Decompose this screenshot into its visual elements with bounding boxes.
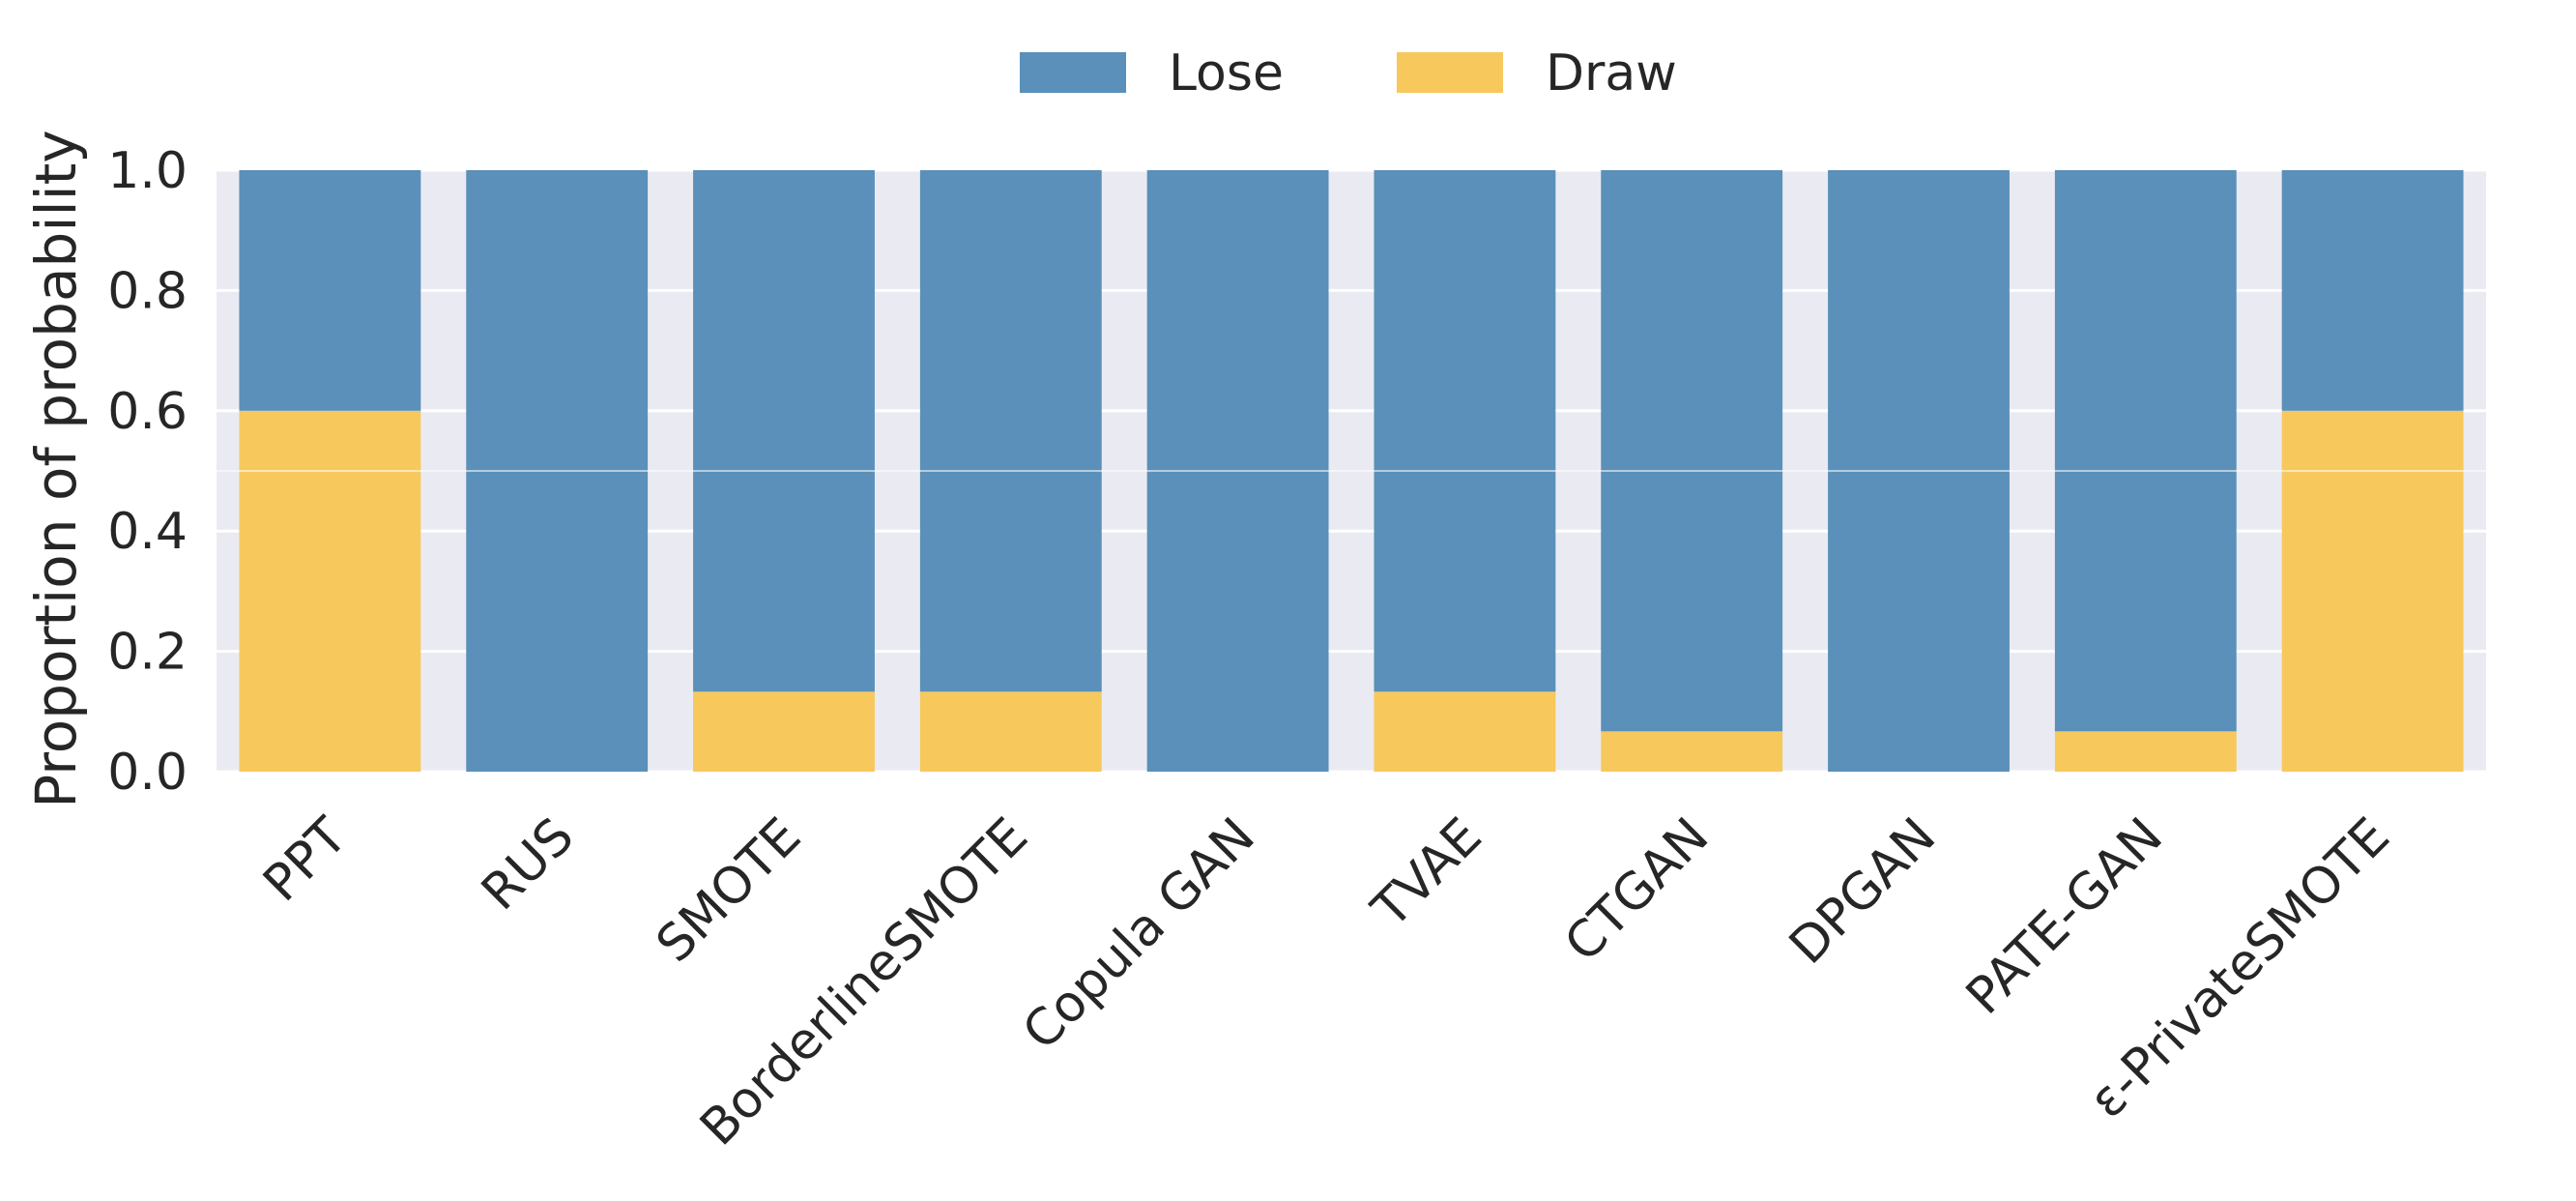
- legend-swatch-draw: [1397, 52, 1503, 93]
- bar-lose-borderlinesmote: [919, 170, 1102, 692]
- y-axis-label: Proportion of probability: [23, 130, 89, 808]
- bar-draw-pate-gan: [2054, 731, 2237, 772]
- x-tick-label: RUS: [471, 807, 585, 922]
- x-tick-label: PPT: [252, 807, 358, 913]
- y-tick-label: 1.0: [107, 142, 188, 200]
- bar-draw-ppt: [239, 410, 421, 772]
- bar-lose-smote: [693, 170, 875, 692]
- legend: Lose Draw: [1020, 44, 1677, 103]
- bar-lose--privatesmote: [2281, 170, 2464, 411]
- legend-swatch-lose: [1020, 52, 1126, 93]
- x-tick-label: Copula GAN: [1012, 807, 1266, 1062]
- x-tick-label: CTGAN: [1554, 807, 1721, 974]
- y-tick-label: 0.4: [107, 503, 188, 561]
- legend-label-draw: Draw: [1546, 44, 1677, 103]
- x-tick-label: TVAE: [1361, 807, 1493, 940]
- legend-label-lose: Lose: [1169, 44, 1284, 103]
- x-tick-label: DPGAN: [1779, 807, 1947, 976]
- bar-draw-tvae: [1374, 691, 1556, 772]
- y-tick-label: 0.0: [107, 744, 188, 802]
- y-tick-label: 0.6: [107, 383, 188, 441]
- bar-draw-ctgan: [1601, 731, 1783, 772]
- y-tick-label: 0.2: [107, 624, 188, 682]
- x-tick-label: PATE-GAN: [1955, 807, 2174, 1026]
- bar-lose-ppt: [239, 170, 421, 411]
- bar-lose-pate-gan: [2054, 170, 2237, 732]
- bar-draw-smote: [693, 691, 875, 772]
- bar-draw--privatesmote: [2281, 410, 2464, 772]
- bar-draw-borderlinesmote: [919, 691, 1102, 772]
- y-tick-label: 0.8: [107, 262, 188, 320]
- bar-lose-tvae: [1374, 170, 1556, 692]
- x-tick-label: SMOTE: [646, 807, 812, 974]
- bar-lose-ctgan: [1601, 170, 1783, 732]
